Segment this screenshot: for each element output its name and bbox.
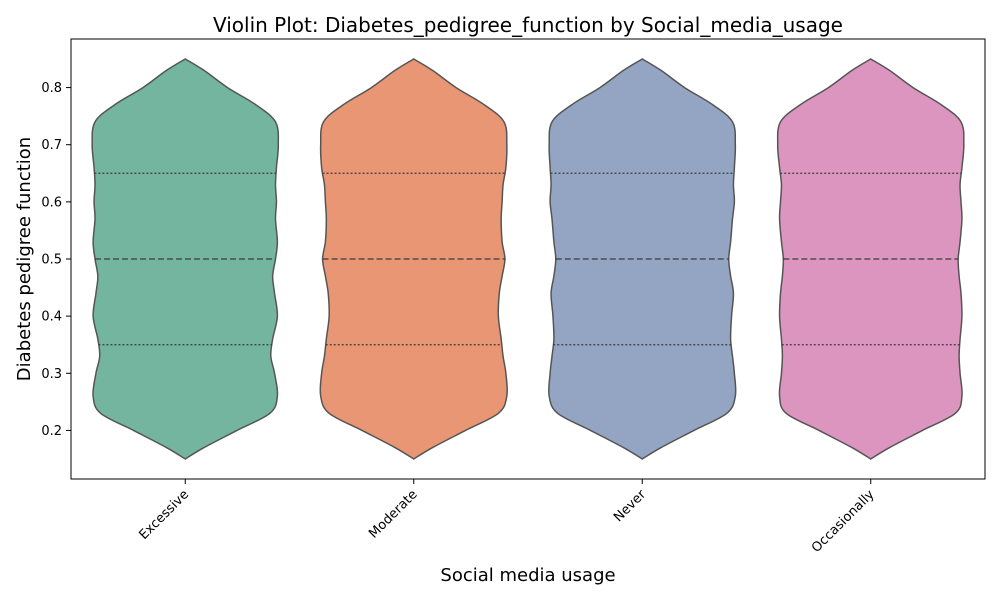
- x-axis-label: Social media usage: [440, 565, 615, 586]
- x-tick-label: Never: [611, 487, 649, 525]
- x-tick-label: Moderate: [366, 487, 420, 541]
- y-tick-label: 0.5: [41, 253, 62, 268]
- x-axis: Excessive Moderate Never Occasionally: [136, 479, 878, 556]
- y-tick-label: 0.8: [41, 81, 62, 96]
- y-axis: 0.2 0.3 0.4 0.5 0.6 0.7 0.8: [41, 81, 71, 439]
- chart-title: Violin Plot: Diabetes_pedigree_function …: [213, 13, 843, 37]
- y-tick-label: 0.4: [41, 310, 62, 325]
- x-tick-label: Excessive: [136, 487, 192, 543]
- x-tick-label: Occasionally: [809, 487, 878, 556]
- y-tick-label: 0.3: [41, 367, 62, 382]
- violins-group: [91, 58, 965, 460]
- violin-occasionally: [776, 58, 965, 460]
- y-tick-label: 0.7: [41, 138, 62, 153]
- y-tick-label: 0.2: [41, 424, 62, 439]
- y-axis-label: Diabetes pedigree function: [14, 137, 35, 381]
- y-tick-label: 0.6: [41, 195, 62, 210]
